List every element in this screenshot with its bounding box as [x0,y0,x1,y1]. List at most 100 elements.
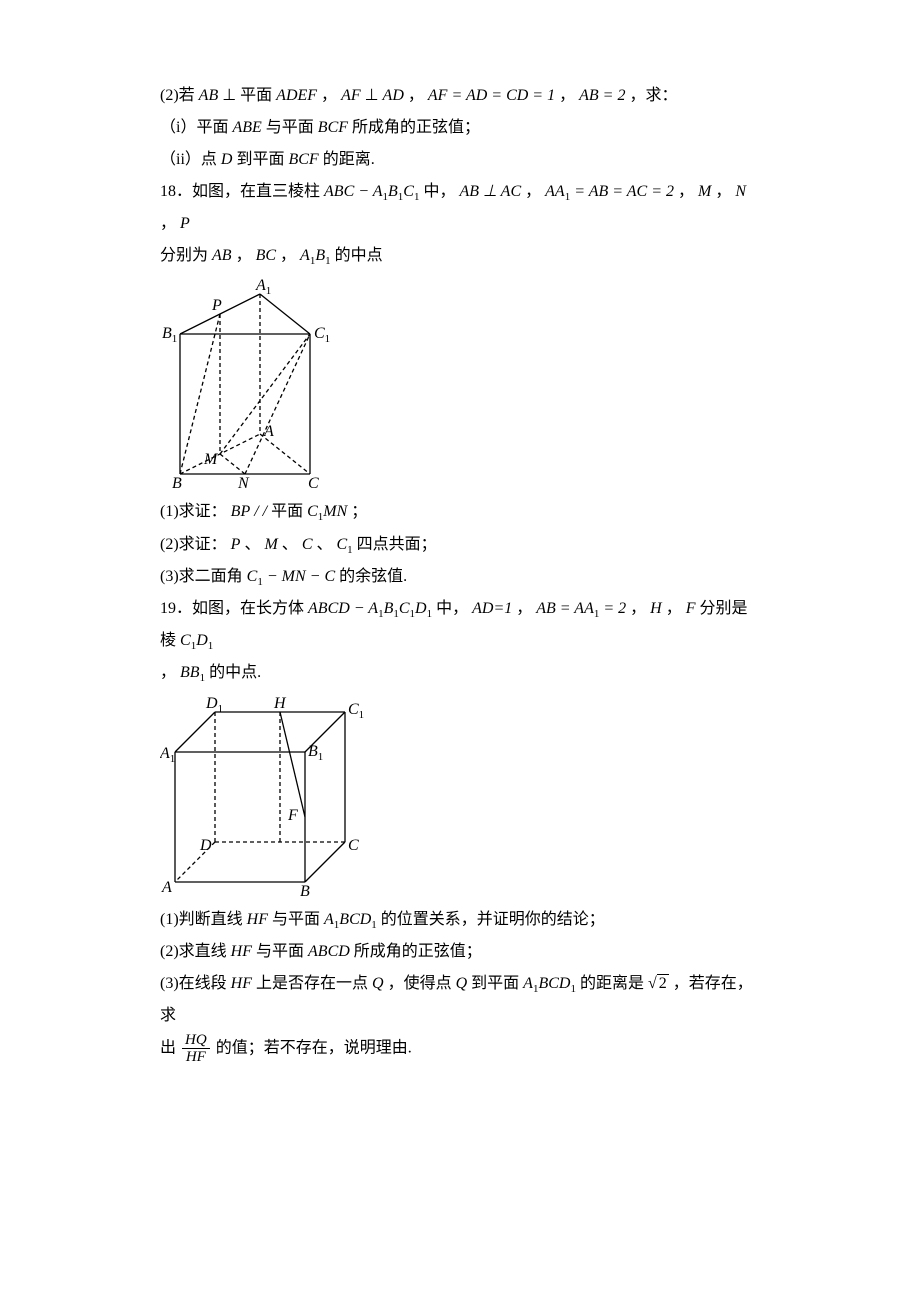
text-line: （i）平面 ABE 与平面 BCF 所成角的正弦值； [160,112,760,144]
text: ，使得点 [388,975,456,992]
text-line: (2)若 AB ⊥ 平面 ADEF ， AF ⊥ AD ， AF = AD = … [160,80,760,112]
figure-box: D1 C1 A1 B1 D C A B H F [160,692,370,902]
label-C: C [348,837,359,854]
text: 平面 [271,503,307,520]
text: 、 [244,536,264,553]
text: 平面 [240,87,276,104]
math: P [180,215,190,232]
math: N [735,183,746,200]
math: C [302,536,313,553]
text: ， [236,247,256,264]
text: 所成角的正弦值； [352,119,480,136]
math: H [650,600,662,617]
text-line: 19．如图，在长方体 ABCD − A1B1C1D1 中， AD=1 ， AB … [160,593,760,657]
text: （i）平面 [160,119,232,136]
label-M: M [203,451,219,468]
text: 到平面 [236,151,288,168]
math: ADEF [276,87,317,104]
text-line: 出 HQ HF 的值；若不存在，说明理由. [160,1032,760,1066]
text: 的中点. [209,664,261,681]
text-line: 分别为 AB ， BC ， A1B1 的中点 [160,240,760,272]
math: C [307,503,318,520]
math: D [415,600,427,617]
label-N: N [237,475,250,492]
math: AD [472,600,493,617]
math: P [231,536,241,553]
math: AF [341,87,361,104]
label-B: B [300,883,310,900]
math: AF = AD = CD = 1 [428,87,555,104]
math: Q [372,975,384,992]
text-line: (3)在线段 HF 上是否存在一点 Q ，使得点 Q 到平面 A1BCD1 的距… [160,968,760,1032]
math: D [221,151,233,168]
text: ， [160,664,180,681]
text: 上是否存在一点 [256,975,372,992]
math: A [300,247,310,264]
text: ； [351,503,367,520]
text: (2)求直线 [160,943,231,960]
math: − MN − C [263,568,335,585]
math: HF [231,943,252,960]
math: BP [231,503,251,520]
math: M [698,183,711,200]
math: / / [254,503,267,520]
math: B [388,183,398,200]
text: ， [559,87,579,104]
sub: 1 [570,983,576,995]
math: C [337,536,348,553]
math: C [403,183,414,200]
text-line: (1)判断直线 HF 与平面 A1BCD1 的位置关系，并证明你的结论； [160,904,760,936]
label-C1: C1 [314,325,330,345]
text: (2)求证： [160,536,231,553]
text: 的值；若不存在，说明理由. [216,1040,412,1057]
math: AB = AA [536,600,594,617]
text: 的距离. [323,151,375,168]
math: ⊥ [365,87,379,104]
text: 的位置关系，并证明你的结论； [381,911,605,928]
math: BC [256,247,276,264]
math: AB = 2 [579,87,625,104]
math: C [399,600,410,617]
fraction-num: HQ [182,1032,210,1050]
text: 中， [436,600,472,617]
math: AA [545,183,565,200]
sqrt-icon: √2 [648,968,669,1000]
text: ， [678,183,698,200]
label-A1: A1 [255,277,271,297]
text-line: ， BB1 的中点. [160,657,760,689]
math: B [384,600,394,617]
text: ， [715,183,735,200]
text: 分别为 [160,247,212,264]
text: 出 [160,1040,180,1057]
math: BB [180,664,200,681]
label-D: D [199,837,212,854]
text: 19．如图，在长方体 [160,600,308,617]
math: C [180,632,191,649]
text: 与平面 [266,119,318,136]
label-B1: B1 [308,743,323,763]
math: A [523,975,533,992]
math: = 2 [599,600,626,617]
text-line: (2)求证： P 、 M 、 C 、 C1 四点共面； [160,529,760,561]
text: ， [280,247,300,264]
sub: 1 [427,608,433,620]
fraction-den: HF [182,1049,210,1066]
text: ， [408,87,428,104]
text: 到平面 [471,975,523,992]
math: AD [383,87,404,104]
text: (3)求二面角 [160,568,247,585]
text: 所成角的正弦值； [354,943,482,960]
math: ABCD − A [308,600,378,617]
text: (1)求证： [160,503,231,520]
text-line: (2)求直线 HF 与平面 ABCD 所成角的正弦值； [160,936,760,968]
text: 18．如图，在直三棱柱 [160,183,324,200]
label-A: A [263,423,274,440]
figure-prism: A1 B1 C1 P A B C M N [160,274,360,494]
math: =1 [493,600,512,617]
math: AB [199,87,219,104]
math: BCF [318,119,348,136]
text: 的距离是 [580,975,648,992]
text: 的中点 [335,247,383,264]
text: 四点共面； [357,536,437,553]
text: (1)判断直线 [160,911,247,928]
